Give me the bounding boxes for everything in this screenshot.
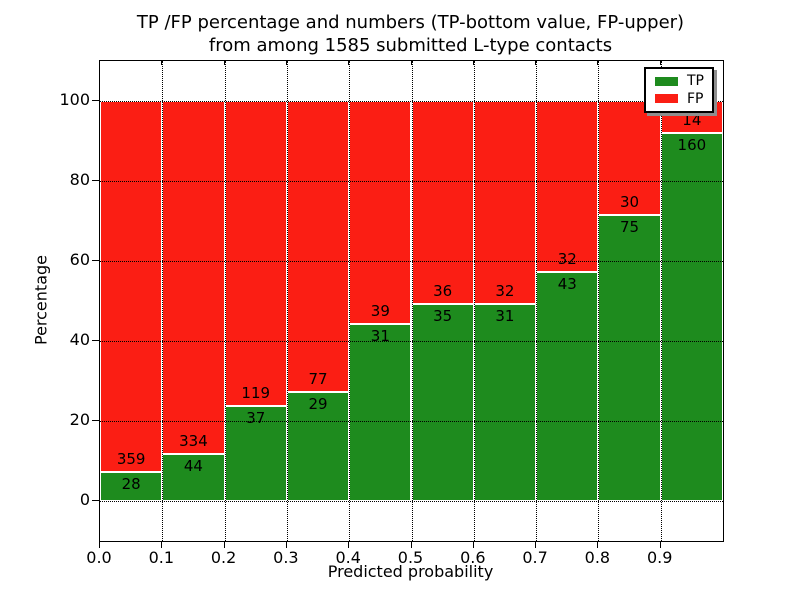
v-gridline: [536, 61, 538, 541]
tp-bar-segment: [100, 472, 163, 501]
x-tick-mark: [161, 541, 163, 548]
x-tick-mark: [597, 541, 599, 548]
tp-count-label: 37: [246, 409, 266, 428]
x-tick-label: 0.2: [210, 548, 237, 567]
tp-bar-segment: [411, 303, 474, 501]
x-tick-mark: [285, 541, 287, 548]
fp-bar-segment: [349, 101, 412, 324]
legend-entry-tp: TP: [655, 74, 704, 88]
fp-count-label: 30: [620, 193, 640, 212]
v-gridline: [473, 61, 475, 541]
tp-count-label: 44: [183, 457, 203, 476]
fp-bar-segment: [411, 101, 474, 304]
tp-bar-segment: [660, 133, 723, 501]
x-top-tick-mark: [223, 61, 225, 65]
fp-bar-segment: [162, 101, 225, 455]
fp-count-label: 32: [557, 249, 577, 268]
x-top-tick-mark: [659, 61, 661, 65]
v-gridline: [162, 61, 164, 541]
x-tick-mark: [472, 541, 474, 548]
fp-count-label: 119: [241, 384, 271, 403]
x-top-tick-mark: [535, 61, 537, 65]
x-tick-label: 0.0: [86, 548, 112, 567]
x-tick-label: 0.7: [522, 548, 548, 567]
fp-count-label: 39: [370, 301, 390, 320]
x-tick-label: 0.3: [273, 548, 299, 567]
x-top-tick-mark: [161, 61, 163, 65]
grid-layer: [100, 61, 723, 541]
x-tick-mark: [348, 541, 350, 548]
y-tick-label: 20: [69, 410, 90, 429]
fp-count-label: 36: [433, 281, 453, 300]
tp-count-label: 28: [121, 475, 141, 494]
v-gridline: [598, 61, 600, 541]
tp-count-label: 75: [620, 218, 640, 237]
x-tick-label: 0.9: [646, 548, 673, 567]
fp-bar-segment: [100, 101, 163, 473]
fp-bar-segment: [286, 101, 350, 392]
y-tick-label: 100: [59, 90, 90, 109]
legend: TP FP: [644, 67, 714, 113]
tp-count-label: 29: [308, 394, 328, 413]
y-tick-mark: [92, 340, 99, 341]
fp-count-label: 14: [682, 111, 702, 130]
tp-legend-swatch: [655, 76, 678, 86]
x-tick-mark: [223, 541, 225, 548]
chart-title-line2: from among 1585 submitted L-type contact…: [208, 35, 613, 56]
x-tick-mark: [410, 541, 412, 548]
y-tick-mark: [92, 180, 99, 181]
y-tick-label: 60: [69, 250, 90, 269]
v-gridline: [660, 61, 662, 541]
x-tick-label: 0.4: [335, 548, 361, 567]
fp-count-label: 359: [116, 450, 146, 469]
y-tick-label: 40: [69, 330, 90, 349]
v-gridline: [286, 61, 288, 541]
y-tick-mark: [92, 500, 99, 501]
legend-entry-fp: FP: [655, 92, 704, 106]
v-gridline: [224, 61, 226, 541]
tp-bar-segment: [598, 215, 661, 501]
tp-count-label: 31: [495, 307, 515, 326]
fp-legend-swatch: [655, 94, 678, 104]
x-tick-mark: [659, 541, 661, 548]
x-tick-label: 0.6: [460, 548, 486, 567]
chart-title: TP /FP percentage and numbers (TP-bottom…: [99, 11, 722, 57]
fp-count-label: 32: [495, 282, 515, 301]
x-top-tick-mark: [285, 61, 287, 65]
fp-count-label: 334: [179, 432, 208, 451]
v-gridline: [349, 61, 351, 541]
x-tick-label: 0.5: [397, 548, 424, 567]
chart-title-line1: TP /FP percentage and numbers (TP-bottom…: [136, 12, 685, 33]
plot-area: 359 28 334 44 119 37 77 29 39 31 36 35 32 31 32 43 30 75 1…: [99, 60, 724, 542]
x-tick-label: 0.1: [148, 548, 175, 567]
tp-count-label: 160: [677, 136, 707, 155]
x-top-tick-mark: [597, 61, 599, 65]
v-gridline: [411, 61, 413, 541]
y-tick-mark: [92, 260, 99, 261]
x-top-tick-mark: [410, 61, 412, 65]
x-tick-mark: [535, 541, 537, 548]
fp-bar-segment: [473, 101, 537, 305]
x-tick-mark: [99, 541, 100, 548]
x-top-tick-mark: [472, 61, 474, 65]
y-tick-label: 0: [79, 490, 90, 509]
fp-bar-segment: [224, 101, 287, 407]
y-tick-mark: [92, 100, 99, 101]
x-axis-label: Predicted probability: [327, 562, 494, 581]
x-tick-label: 0.8: [584, 548, 611, 567]
x-top-tick-mark: [348, 61, 350, 65]
fp-legend-label: FP: [687, 90, 704, 107]
tp-count-label: 31: [370, 326, 390, 345]
tp-count-label: 43: [557, 274, 577, 293]
y-tick-label: 80: [69, 170, 90, 189]
bar-labels-layer: 359 28 334 44 119 37 77 29 39 31 36 35 32 31 32 43 30 75 1…: [100, 61, 723, 541]
bars-layer: [100, 61, 723, 541]
tp-count-label: 35: [433, 306, 453, 325]
tp-legend-label: TP: [687, 73, 704, 90]
y-tick-mark: [92, 420, 99, 421]
fp-count-label: 77: [308, 369, 328, 388]
